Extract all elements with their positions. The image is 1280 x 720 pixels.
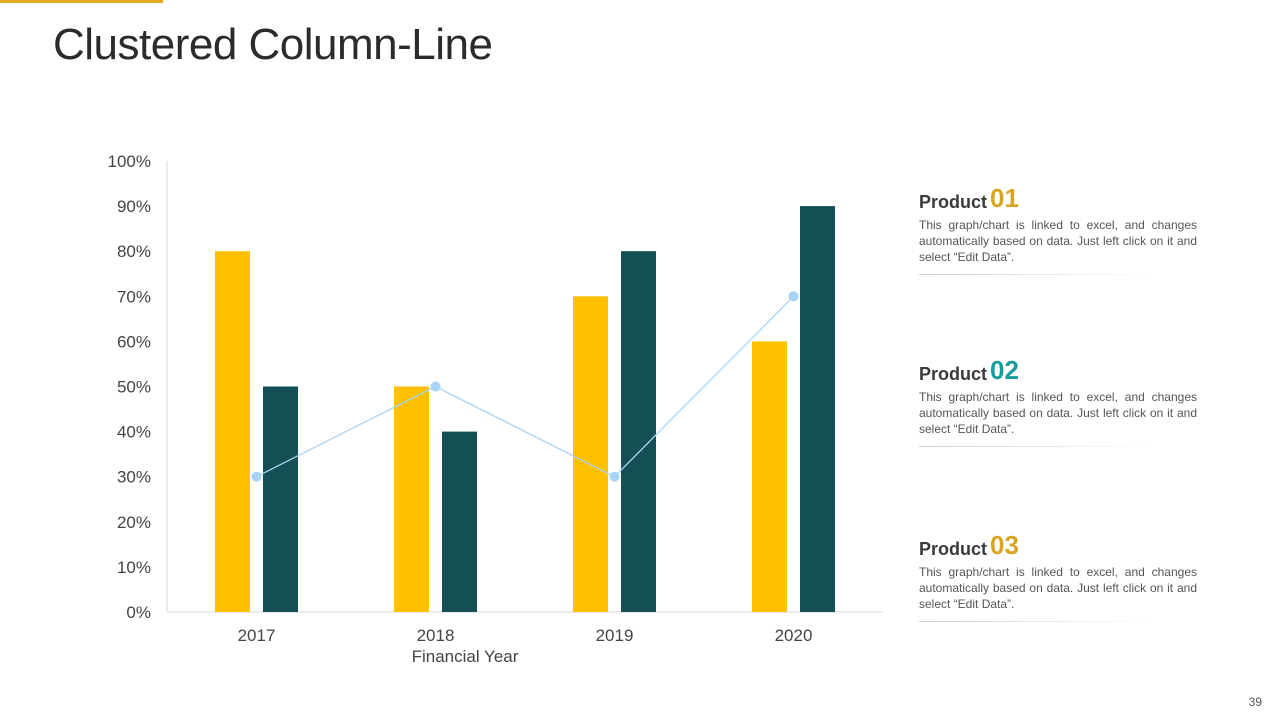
product-heading: Product 03: [919, 530, 1199, 560]
bar-product-01-2018: [394, 386, 429, 612]
x-axis: 2017 2018 2019 2020 Financial Year: [167, 611, 883, 666]
x-tick-label: 2018: [417, 626, 455, 645]
bar-product-01-2020: [752, 341, 787, 612]
product-card-01: Product 01 This graph/chart is linked to…: [919, 183, 1199, 275]
divider: [919, 274, 1159, 275]
bar-product-01-2017: [215, 251, 250, 612]
line-product-03: [256, 295, 794, 478]
y-tick-label: 60%: [117, 332, 151, 351]
page-number: 39: [1248, 695, 1262, 709]
bar-product-02-2019: [621, 251, 656, 612]
product-number: 02: [990, 355, 1019, 385]
y-tick-label: 10%: [117, 558, 151, 577]
line-series: [251, 291, 799, 482]
y-tick-label: 70%: [117, 287, 151, 306]
line-point-2018: [430, 381, 441, 392]
divider: [919, 621, 1159, 622]
product-description: This graph/chart is linked to excel, and…: [919, 218, 1197, 264]
y-tick-label: 50%: [117, 378, 151, 397]
bar-product-01-2019: [573, 296, 608, 612]
divider: [919, 446, 1159, 447]
title-accent-bar: [0, 0, 163, 3]
y-tick-label: 80%: [117, 242, 151, 261]
y-tick-label: 40%: [117, 423, 151, 442]
x-tick-label: 2020: [775, 626, 813, 645]
x-tick-label: 2019: [596, 626, 634, 645]
x-axis-title: Financial Year: [412, 647, 519, 666]
product-card-02: Product 02 This graph/chart is linked to…: [919, 355, 1199, 447]
y-axis: 0% 10% 20% 30% 40% 50% 60% 70% 80% 90% 100%: [108, 152, 168, 622]
column-series: [215, 206, 835, 612]
y-tick-label: 100%: [108, 152, 151, 171]
y-tick-label: 0%: [126, 603, 151, 622]
bar-product-02-2018: [442, 431, 477, 612]
line-point-2017: [251, 471, 262, 482]
product-heading: Product 01: [919, 183, 1199, 213]
product-number: 03: [990, 530, 1019, 560]
product-description: This graph/chart is linked to excel, and…: [919, 390, 1197, 436]
product-label: Product: [919, 364, 988, 384]
line-point-2019: [609, 471, 620, 482]
product-heading: Product 02: [919, 355, 1199, 385]
product-label: Product: [919, 539, 988, 559]
product-description: This graph/chart is linked to excel, and…: [919, 565, 1197, 611]
y-tick-label: 30%: [117, 468, 151, 487]
product-label: Product: [919, 192, 988, 212]
product-number: 01: [990, 183, 1019, 213]
bar-product-02-2017: [263, 386, 298, 612]
y-tick-label: 90%: [117, 197, 151, 216]
bar-product-02-2020: [800, 206, 835, 612]
product-card-03: Product 03 This graph/chart is linked to…: [919, 530, 1199, 622]
slide-title: Clustered Column-Line: [53, 20, 493, 69]
x-tick-label: 2017: [238, 626, 276, 645]
line-point-2020: [788, 291, 799, 302]
y-tick-label: 20%: [117, 513, 151, 532]
